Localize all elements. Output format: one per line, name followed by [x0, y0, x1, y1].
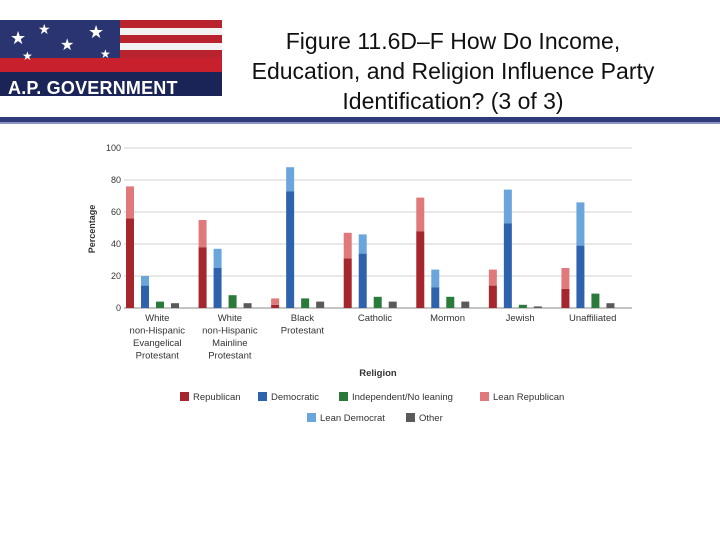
y-tick-label: 100 — [106, 143, 121, 153]
bar-other — [534, 306, 542, 308]
category-label: Unaffiliated — [569, 313, 616, 324]
legend-swatch — [339, 392, 348, 401]
bar-lean-democrat — [286, 167, 294, 191]
legend-label: Independent/No leaning — [352, 392, 453, 403]
bar-independent-no-leaning — [301, 298, 309, 308]
bar-republican — [126, 218, 134, 308]
category-label: Evangelical — [133, 338, 182, 349]
category-label: White — [218, 313, 242, 324]
bar-lean-democrat — [576, 202, 584, 245]
bar-democratic — [286, 191, 294, 308]
bar-republican — [199, 247, 207, 308]
y-tick-label: 60 — [111, 207, 121, 217]
bar-independent-no-leaning — [229, 295, 237, 308]
category-label: non-Hispanic — [130, 326, 186, 337]
y-tick-label: 40 — [111, 239, 121, 249]
legend-label: Lean Democrat — [320, 413, 385, 424]
legend-label: Democratic — [271, 392, 319, 403]
bar-lean-republican — [344, 233, 352, 259]
category-label: White — [145, 313, 169, 324]
bar-lean-republican — [199, 220, 207, 247]
bar-republican — [416, 231, 424, 308]
bar-republican — [489, 286, 497, 308]
bar-other — [461, 302, 469, 308]
bar-democratic — [214, 268, 222, 308]
bar-lean-republican — [271, 298, 279, 304]
bar-other — [606, 303, 614, 308]
bar-lean-republican — [416, 198, 424, 232]
y-tick-label: 80 — [111, 175, 121, 185]
bar-other — [316, 302, 324, 308]
bar-lean-democrat — [504, 190, 512, 224]
x-axis-label: Religion — [359, 368, 397, 379]
legend-swatch — [258, 392, 267, 401]
bar-lean-democrat — [359, 234, 367, 253]
bar-lean-democrat — [141, 276, 149, 286]
bar-lean-republican — [126, 186, 134, 218]
bar-lean-republican — [561, 268, 569, 289]
bar-lean-republican — [489, 270, 497, 286]
bar-democratic — [141, 286, 149, 308]
legend-label: Republican — [193, 392, 241, 403]
bar-other — [389, 302, 397, 308]
bar-democratic — [431, 287, 439, 308]
legend-swatch — [180, 392, 189, 401]
bar-independent-no-leaning — [446, 297, 454, 308]
category-label: Protestant — [281, 326, 325, 337]
bar-democratic — [576, 246, 584, 308]
bar-independent-no-leaning — [374, 297, 382, 308]
bar-democratic — [359, 254, 367, 308]
bar-lean-democrat — [431, 270, 439, 288]
category-label: Protestant — [208, 351, 252, 362]
bar-republican — [561, 289, 569, 308]
category-label: Jewish — [506, 313, 535, 324]
bar-other — [171, 303, 179, 308]
legend-label: Other — [419, 413, 443, 424]
bar-independent-no-leaning — [591, 294, 599, 308]
y-tick-label: 20 — [111, 271, 121, 281]
legend-swatch — [406, 413, 415, 422]
legend-swatch — [480, 392, 489, 401]
y-axis-label: Percentage — [87, 205, 97, 254]
category-label: Mormon — [430, 313, 465, 324]
bar-democratic — [504, 223, 512, 308]
bar-independent-no-leaning — [156, 302, 164, 308]
bar-republican — [271, 305, 279, 308]
legend-swatch — [307, 413, 316, 422]
legend-label: Lean Republican — [493, 392, 564, 403]
category-label: non-Hispanic — [202, 326, 258, 337]
category-label: Mainline — [212, 338, 247, 349]
category-label: Protestant — [136, 351, 180, 362]
category-label: Black — [291, 313, 314, 324]
category-label: Catholic — [358, 313, 393, 324]
bar-lean-democrat — [214, 249, 222, 268]
bar-republican — [344, 258, 352, 308]
bar-other — [244, 303, 252, 308]
y-tick-label: 0 — [116, 303, 121, 313]
bar-independent-no-leaning — [519, 305, 527, 308]
